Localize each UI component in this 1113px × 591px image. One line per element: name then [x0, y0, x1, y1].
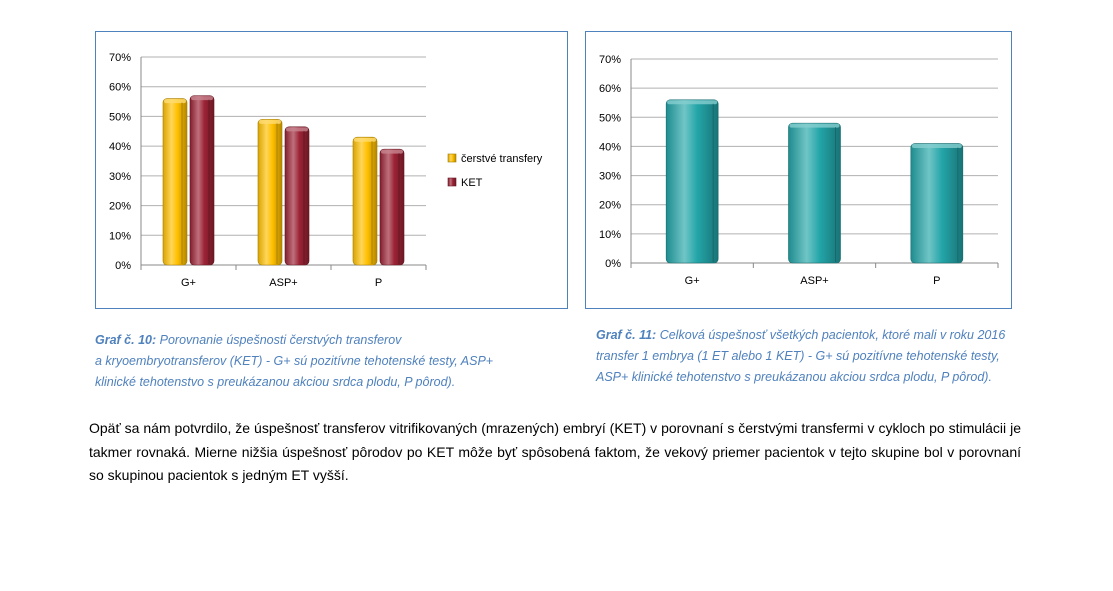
y-tick-label: 60%: [109, 82, 131, 94]
x-tick-label: G+: [685, 275, 700, 287]
legend-label: KET: [461, 177, 483, 189]
x-tick-label: ASP+: [800, 275, 828, 287]
y-tick-label: 70%: [599, 54, 621, 66]
y-tick-label: 60%: [599, 83, 621, 95]
bar: [788, 122, 841, 264]
y-tick-label: 70%: [109, 52, 131, 64]
legend-label: čerstvé transfery: [461, 153, 543, 165]
bar: [162, 98, 188, 266]
bar: [665, 99, 719, 264]
y-tick-label: 50%: [109, 111, 131, 123]
caption-line: ASP+ klinické tehotenstvo s preukázanou …: [596, 370, 992, 384]
bar: [379, 148, 405, 266]
x-tick-label: P: [375, 277, 382, 289]
bar: [352, 136, 378, 266]
chart-caption-11: Graf č. 11: Celková úspešnosť všetkých p…: [596, 325, 1036, 388]
y-tick-label: 0%: [115, 260, 131, 272]
bar-chart-overall-success: 0% 10% 20% 30% 40% 50% 60% 70% G+ ASP+ P: [599, 54, 999, 287]
legend-swatch: [447, 177, 457, 187]
y-tick-label: 50%: [599, 112, 621, 124]
y-tick-label: 20%: [109, 201, 131, 213]
y-tick-label: 10%: [599, 229, 621, 241]
x-tick-label: P: [933, 275, 940, 287]
y-tick-label: 40%: [109, 141, 131, 153]
x-tick-label: ASP+: [269, 277, 297, 289]
caption-line: a kryoembryotransferov (KET) - G+ sú poz…: [95, 354, 494, 368]
caption-line: Celková úspešnosť všetkých pacientok, kt…: [659, 328, 1006, 342]
y-tick-label: 30%: [599, 171, 621, 183]
legend-swatch: [447, 153, 457, 163]
caption-label: Graf č. 11:: [596, 328, 657, 342]
bar: [284, 126, 310, 266]
bar: [257, 119, 283, 266]
caption-line: transfer 1 embrya (1 ET alebo 1 KET) - G…: [596, 349, 1000, 363]
y-tick-label: 0%: [605, 258, 621, 270]
caption-line: Porovnanie úspešnosti čerstvých transfer…: [159, 333, 402, 347]
chart-panel-overall-success: 0% 10% 20% 30% 40% 50% 60% 70% G+ ASP+ P: [585, 31, 1012, 309]
y-tick-label: 10%: [109, 230, 131, 242]
x-tick-label: G+: [181, 277, 196, 289]
y-tick-label: 20%: [599, 200, 621, 212]
bar: [910, 143, 964, 264]
caption-line: klinické tehotenstvo s preukázanou akcio…: [95, 375, 456, 389]
bar: [189, 95, 215, 266]
y-tick-label: 40%: [599, 141, 621, 153]
body-paragraph: Opäť sa nám potvrdilo, že úspešnosť tran…: [89, 420, 1021, 483]
y-tick-label: 30%: [109, 171, 131, 183]
caption-label: Graf č. 10:: [95, 333, 157, 347]
chart-caption-10: Graf č. 10: Porovnanie úspešnosti čerstv…: [95, 330, 565, 393]
